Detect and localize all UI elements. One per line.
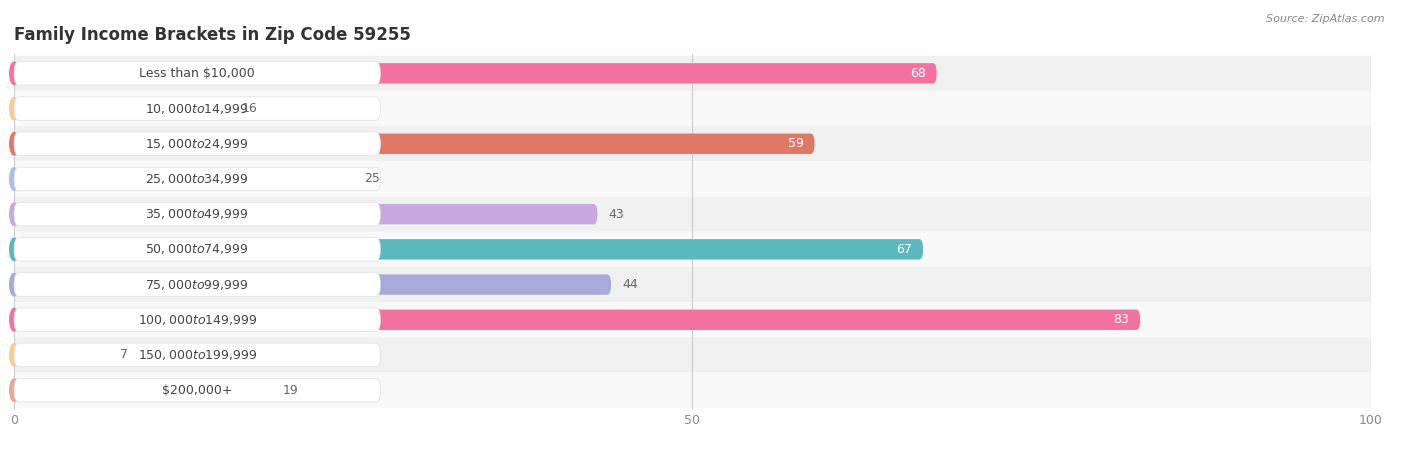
Text: $35,000 to $49,999: $35,000 to $49,999 [145, 207, 249, 221]
FancyBboxPatch shape [0, 126, 1398, 162]
Text: Family Income Brackets in Zip Code 59255: Family Income Brackets in Zip Code 59255 [14, 26, 411, 44]
Circle shape [10, 238, 18, 261]
FancyBboxPatch shape [14, 99, 231, 119]
Text: $200,000+: $200,000+ [162, 384, 232, 396]
FancyBboxPatch shape [14, 345, 110, 365]
FancyBboxPatch shape [14, 308, 381, 332]
Circle shape [10, 344, 18, 366]
Text: Less than $10,000: Less than $10,000 [139, 67, 254, 80]
FancyBboxPatch shape [14, 62, 381, 85]
FancyBboxPatch shape [14, 273, 381, 296]
FancyBboxPatch shape [14, 239, 924, 260]
FancyBboxPatch shape [0, 91, 1398, 126]
FancyBboxPatch shape [14, 343, 381, 367]
FancyBboxPatch shape [14, 204, 598, 225]
FancyBboxPatch shape [0, 338, 1398, 373]
Text: 7: 7 [120, 348, 128, 361]
FancyBboxPatch shape [14, 132, 381, 156]
Text: 68: 68 [910, 67, 925, 80]
FancyBboxPatch shape [14, 97, 381, 120]
Circle shape [10, 379, 18, 401]
Text: Source: ZipAtlas.com: Source: ZipAtlas.com [1267, 14, 1385, 23]
Text: 19: 19 [283, 384, 298, 396]
Circle shape [10, 133, 18, 155]
Text: $150,000 to $199,999: $150,000 to $199,999 [138, 348, 257, 362]
FancyBboxPatch shape [14, 378, 381, 402]
Text: 44: 44 [621, 278, 638, 291]
Circle shape [10, 309, 18, 331]
Text: 67: 67 [897, 243, 912, 256]
Circle shape [10, 62, 18, 85]
Circle shape [10, 168, 18, 190]
FancyBboxPatch shape [0, 302, 1398, 338]
FancyBboxPatch shape [0, 197, 1398, 232]
Text: 25: 25 [364, 172, 380, 185]
FancyBboxPatch shape [0, 267, 1398, 302]
FancyBboxPatch shape [14, 238, 381, 261]
FancyBboxPatch shape [0, 162, 1398, 197]
Text: 16: 16 [242, 102, 257, 115]
Text: $10,000 to $14,999: $10,000 to $14,999 [145, 102, 249, 116]
Text: $25,000 to $34,999: $25,000 to $34,999 [145, 172, 249, 186]
FancyBboxPatch shape [14, 380, 271, 400]
FancyBboxPatch shape [0, 56, 1398, 91]
FancyBboxPatch shape [14, 134, 814, 154]
FancyBboxPatch shape [0, 232, 1398, 267]
FancyBboxPatch shape [0, 373, 1398, 408]
Circle shape [10, 97, 18, 120]
Text: 59: 59 [787, 137, 804, 150]
Text: $100,000 to $149,999: $100,000 to $149,999 [138, 313, 257, 327]
Text: 83: 83 [1114, 313, 1129, 326]
FancyBboxPatch shape [14, 274, 612, 295]
Text: 43: 43 [609, 207, 624, 220]
Circle shape [10, 203, 18, 225]
Circle shape [10, 273, 18, 296]
Text: $15,000 to $24,999: $15,000 to $24,999 [145, 137, 249, 151]
Text: $50,000 to $74,999: $50,000 to $74,999 [145, 243, 249, 256]
FancyBboxPatch shape [14, 63, 936, 84]
FancyBboxPatch shape [14, 310, 1140, 330]
Text: $75,000 to $99,999: $75,000 to $99,999 [145, 278, 249, 292]
FancyBboxPatch shape [14, 202, 381, 226]
FancyBboxPatch shape [14, 167, 381, 191]
FancyBboxPatch shape [14, 169, 353, 189]
